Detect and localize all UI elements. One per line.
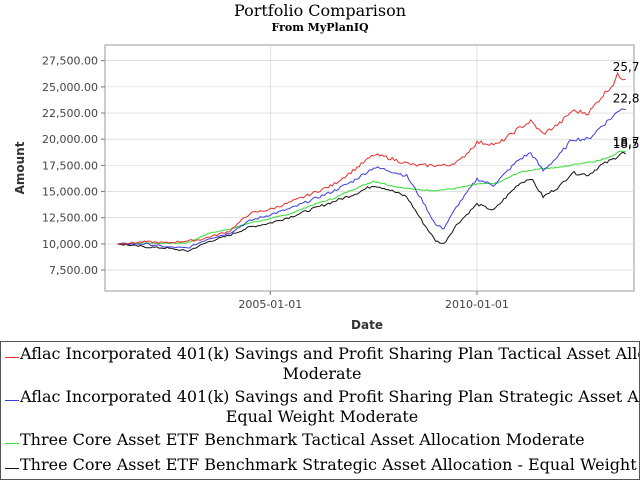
series-line	[117, 151, 627, 253]
legend-swatch	[5, 443, 19, 444]
y-tick-label: 15,000.00	[42, 186, 98, 199]
chart-legend: Aflac Incorporated 401(k) Savings and Pr…	[0, 341, 640, 480]
legend-label-continued: Equal Weight Moderate	[225, 407, 419, 426]
y-tick-label: 22,500.00	[42, 107, 98, 120]
y-tick-label: 17,500.00	[42, 159, 98, 172]
y-tick-label: 7,500.00	[49, 264, 98, 277]
x-tick-label: 2010-01-01	[445, 298, 509, 311]
y-tick-label: 27,500.00	[42, 55, 98, 68]
chart-subtitle: From MyPlanIQ	[271, 21, 369, 34]
x-axis-ticks: 2005-01-01 2010-01-01	[238, 291, 509, 311]
end-value-label: 25,732	[613, 60, 640, 74]
legend-item: Three Core Asset ETF Benchmark Tactical …	[5, 430, 585, 450]
y-tick-label: 25,000.00	[42, 81, 98, 94]
legend-item: Aflac Incorporated 401(k) Savings and Pr…	[5, 387, 639, 426]
legend-label: Three Core Asset ETF Benchmark Tactical …	[20, 430, 585, 449]
series-lines	[117, 71, 627, 253]
legend-swatch	[5, 357, 19, 358]
y-axis-label: Amount	[13, 141, 27, 194]
legend-swatch	[5, 468, 19, 469]
legend-item: Three Core Asset ETF Benchmark Strategic…	[5, 455, 639, 475]
x-tick-label: 2005-01-01	[238, 298, 302, 311]
y-tick-label: 20,000.00	[42, 133, 98, 146]
end-value-label: 18,780	[613, 135, 640, 149]
x-axis-label: Date	[351, 318, 383, 332]
end-value-label: 22,835	[613, 92, 640, 106]
series-line	[117, 71, 626, 245]
legend-item: Aflac Incorporated 401(k) Savings and Pr…	[5, 344, 640, 383]
y-axis-ticks: 7,500.00 10,000.00 12,500.00 15,000.00 17,50…	[42, 55, 105, 277]
chart-title: Portfolio Comparison	[233, 1, 407, 20]
line-chart: 7,500.00 10,000.00 12,500.00 15,000.00 17,50…	[13, 44, 640, 332]
y-tick-label: 10,000.00	[42, 238, 98, 251]
y-tick-label: 12,500.00	[42, 212, 98, 225]
legend-label: Three Core Asset ETF Benchmark Strategic…	[20, 455, 639, 474]
legend-label-continued: Moderate	[282, 364, 362, 383]
series-line	[117, 150, 626, 245]
end-value-label: 18,580	[613, 137, 640, 151]
end-value-labels: 25,732 22,835 18,78018,580	[613, 60, 640, 151]
legend-swatch	[5, 400, 19, 401]
legend-label: Aflac Incorporated 401(k) Savings and Pr…	[20, 344, 640, 363]
legend-label: Aflac Incorporated 401(k) Savings and Pr…	[20, 387, 639, 406]
series-line	[117, 108, 626, 249]
grid-lines	[105, 45, 634, 291]
